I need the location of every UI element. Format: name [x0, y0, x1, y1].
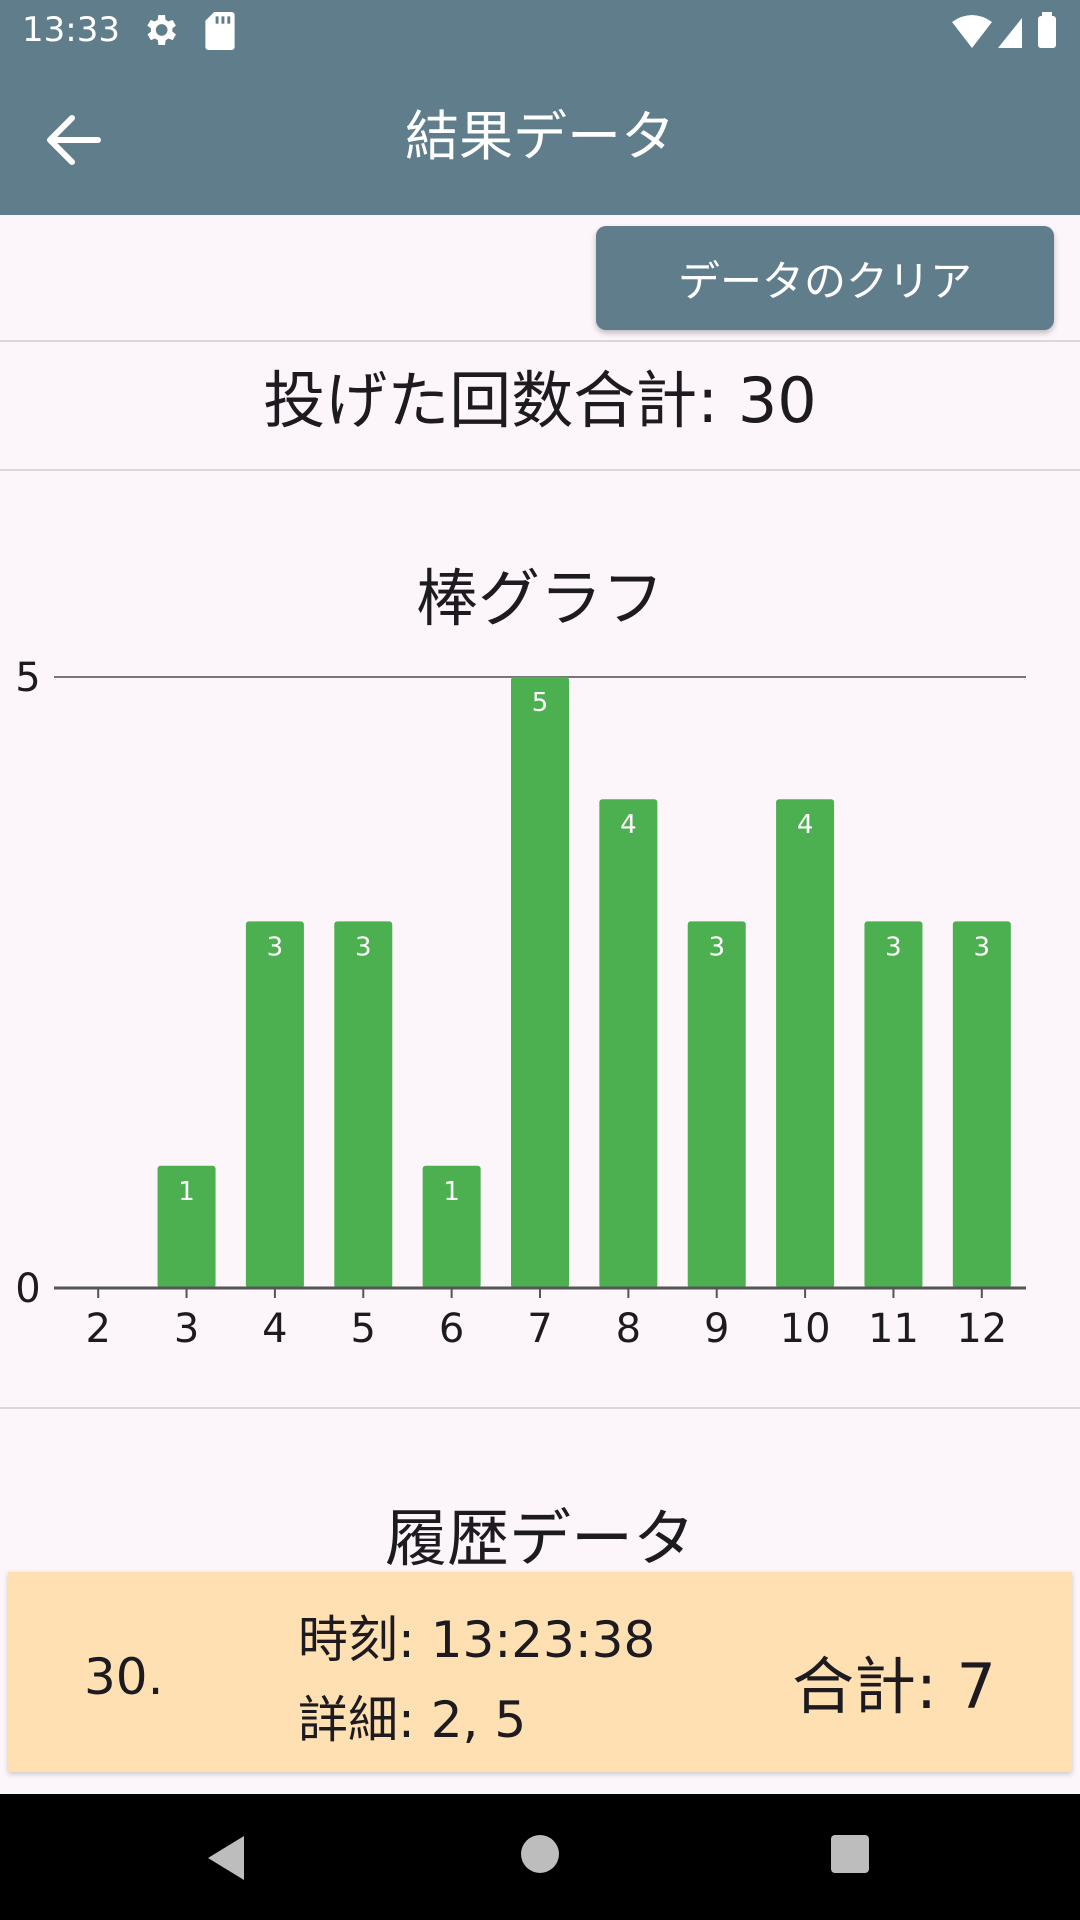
data-label: 4 [797, 810, 814, 840]
history-index: 30. [84, 1648, 164, 1706]
bar [334, 921, 393, 1288]
x-tick-label: 5 [351, 1306, 376, 1352]
data-label: 3 [708, 932, 725, 962]
y-tick-label: 0 [15, 1266, 40, 1312]
bar [157, 1165, 216, 1288]
x-tick-label: 10 [780, 1306, 831, 1352]
battery-icon [1038, 16, 1056, 48]
divider [0, 469, 1080, 471]
bar [687, 921, 746, 1288]
back-arrow-icon[interactable] [40, 110, 106, 170]
data-label: 3 [885, 932, 902, 962]
x-tick-label: 9 [704, 1306, 729, 1352]
x-tick-label: 11 [868, 1306, 919, 1352]
data-label: 3 [974, 932, 991, 962]
bar [599, 799, 658, 1288]
bar-chart: 0 5 2 1 3 3 4 3 5 1 6 5 7 4 8 3 9 4 10 3 11 3 12 [15, 655, 1026, 1352]
app-bar: 結果データ [0, 64, 1080, 215]
nav-back-icon[interactable] [204, 1834, 248, 1882]
data-label: 3 [267, 932, 284, 962]
data-label: 5 [532, 688, 549, 718]
history-title: 履歴データ [384, 1502, 695, 1575]
list-item[interactable]: 30. 時刻: 13:23:38 詳細: 2, 5 合計: 7 [8, 1572, 1072, 1772]
x-tick-label: 7 [527, 1306, 552, 1352]
data-label: 1 [443, 1177, 460, 1207]
nav-home-icon[interactable] [520, 1834, 560, 1874]
bar [422, 1165, 481, 1288]
x-tick-label: 6 [439, 1306, 464, 1352]
x-tick-label: 2 [85, 1306, 110, 1352]
gear-icon [147, 15, 176, 45]
bar [776, 799, 835, 1288]
divider [0, 340, 1080, 342]
status-icons [952, 12, 1056, 48]
divider [0, 1407, 1080, 1409]
bar [245, 921, 304, 1288]
page-title: 結果データ [405, 105, 675, 168]
history-detail: 詳細: 2, 5 [298, 1691, 527, 1749]
sd-card-icon [205, 12, 235, 50]
status-bar: 13:33 [0, 0, 1080, 64]
chart-title: 棒グラフ [415, 562, 664, 635]
status-time: 13:33 [22, 10, 120, 50]
x-tick-label: 3 [174, 1306, 199, 1352]
data-label: 3 [355, 932, 372, 962]
signal-icon [998, 18, 1022, 48]
history-total: 合計: 7 [791, 1650, 996, 1723]
bar [511, 677, 569, 1288]
data-label: 1 [178, 1177, 195, 1207]
history-time: 時刻: 13:23:38 [298, 1611, 656, 1669]
x-tick-label: 12 [956, 1306, 1007, 1352]
x-tick-label: 4 [262, 1306, 287, 1352]
data-label: 4 [620, 810, 637, 840]
navigation-bar [0, 1794, 1080, 1920]
total-throws: 投げた回数合計: 30 [263, 364, 817, 437]
wifi-icon [952, 15, 992, 48]
x-tick-label: 8 [616, 1306, 641, 1352]
clear-data-button[interactable]: データのクリア [596, 226, 1054, 330]
bar [864, 921, 923, 1288]
bar [952, 921, 1011, 1288]
y-tick-label: 5 [15, 655, 40, 701]
nav-recents-icon[interactable] [830, 1834, 870, 1874]
